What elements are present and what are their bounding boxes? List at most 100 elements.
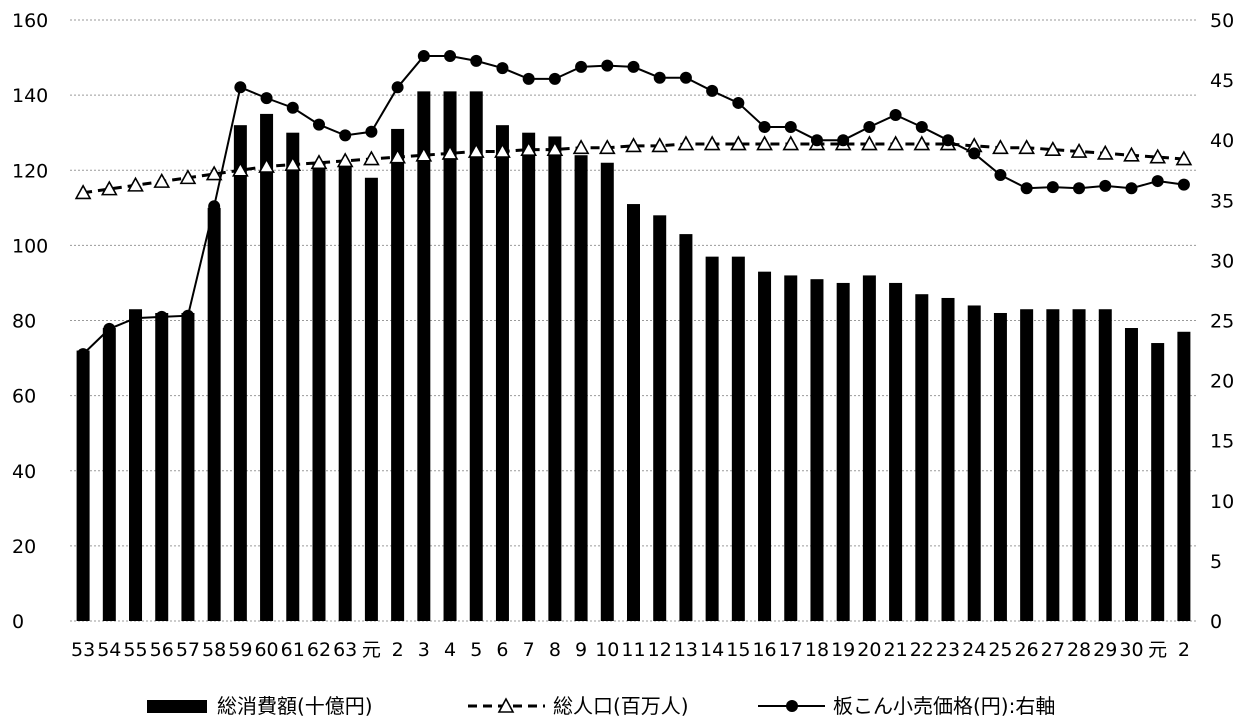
y-right-tick-label: 40 xyxy=(1210,130,1234,152)
y-right-tick-label: 50 xyxy=(1210,10,1234,32)
circle-marker xyxy=(1125,182,1138,195)
bar xyxy=(862,275,876,621)
y-left-tick-label: 120 xyxy=(12,160,48,182)
y-left-tick-label: 60 xyxy=(12,386,36,408)
x-tick-label: 26 xyxy=(1015,639,1039,661)
circle-marker xyxy=(1020,182,1033,195)
bar xyxy=(810,279,824,621)
x-tick-label: 18 xyxy=(805,639,829,661)
bar xyxy=(993,312,1007,621)
x-tick-label: 4 xyxy=(444,639,456,661)
triangle-marker xyxy=(703,135,721,151)
y-left-tick-label: 100 xyxy=(12,235,48,257)
triangle-marker xyxy=(467,142,485,158)
triangle-marker xyxy=(179,169,197,185)
x-tick-label: 58 xyxy=(202,639,226,661)
x-tick-label: 6 xyxy=(496,639,508,661)
bar xyxy=(1072,309,1086,621)
legend-marker-triangle xyxy=(497,697,515,713)
circle-marker xyxy=(417,50,430,63)
bar xyxy=(1151,343,1165,621)
bar xyxy=(600,162,614,622)
circle-marker xyxy=(155,310,168,323)
line-population xyxy=(74,135,1193,200)
x-tick-label: 15 xyxy=(726,639,750,661)
triangle-marker xyxy=(74,184,92,200)
circle-marker xyxy=(286,101,299,114)
y-left-tick-label: 160 xyxy=(12,10,48,32)
triangle-marker xyxy=(153,172,171,188)
y-right-tick-label: 15 xyxy=(1210,431,1234,453)
y-left-tick-label: 20 xyxy=(12,536,36,558)
x-tick-label: 22 xyxy=(910,639,934,661)
circle-marker xyxy=(1073,182,1086,195)
bar xyxy=(417,91,431,621)
x-tick-label: 19 xyxy=(831,639,855,661)
legend-swatch-bar xyxy=(147,700,207,713)
circle-marker xyxy=(810,134,823,147)
triangle-marker xyxy=(625,137,642,153)
circle-marker xyxy=(601,59,614,72)
triangle-marker xyxy=(1175,150,1193,166)
bar xyxy=(941,297,955,621)
y-right-tick-label: 45 xyxy=(1210,70,1234,92)
bar xyxy=(312,162,326,622)
x-tick-label: 56 xyxy=(150,639,174,661)
circle-marker xyxy=(575,60,588,73)
bar xyxy=(364,177,378,621)
bar xyxy=(522,132,536,621)
triangle-marker xyxy=(1149,148,1167,164)
circle-marker xyxy=(208,200,221,213)
bar xyxy=(679,234,693,621)
x-tick-label: 元 xyxy=(362,639,381,661)
circle-marker xyxy=(391,81,404,94)
triangle-marker xyxy=(651,137,669,153)
legend-label-population: 総人口(百万人) xyxy=(553,694,689,718)
triangle-marker xyxy=(992,139,1009,155)
bar xyxy=(915,294,929,621)
x-tick-label: 61 xyxy=(281,639,305,661)
circle-marker xyxy=(103,322,116,335)
y-right-tick-label: 30 xyxy=(1210,250,1234,272)
circle-marker xyxy=(234,81,247,94)
x-tick-label: 13 xyxy=(674,639,698,661)
legend-label-bar: 総消費額(十億円) xyxy=(217,694,373,718)
circle-marker xyxy=(339,129,352,142)
triangle-marker xyxy=(310,154,328,170)
triangle-marker xyxy=(1018,139,1035,155)
bar xyxy=(338,166,352,621)
bar xyxy=(627,204,640,621)
x-tick-label: 16 xyxy=(752,639,776,661)
x-tick-label: 10 xyxy=(595,639,619,661)
triangle-marker xyxy=(415,146,433,162)
triangle-marker xyxy=(336,152,354,168)
circle-marker xyxy=(444,50,457,63)
triangle-marker xyxy=(598,139,616,155)
circle-marker xyxy=(129,312,142,325)
bar xyxy=(758,271,772,621)
y-axis-left: 0 20 40 60 80 100 120 140 160 xyxy=(12,10,48,633)
bar xyxy=(1177,331,1191,621)
triangle-marker xyxy=(205,165,223,181)
triangle-marker xyxy=(729,135,747,151)
circle-marker xyxy=(679,71,692,84)
legend-label-price: 板こん小売価格(円):右軸 xyxy=(833,694,1055,718)
circle-marker xyxy=(470,54,483,67)
y-axis-right: 0 5 10 15 20 25 30 35 40 45 50 xyxy=(1210,10,1234,633)
x-tick-label: 7 xyxy=(523,639,535,661)
y-left-tick-label: 40 xyxy=(12,461,36,483)
circle-marker xyxy=(732,96,745,109)
triangle-marker xyxy=(861,135,878,151)
line-retail-price xyxy=(77,50,1190,361)
bar xyxy=(967,305,981,621)
bar xyxy=(574,155,588,621)
circle-marker xyxy=(365,125,378,138)
x-tick-label: 3 xyxy=(418,639,430,661)
x-tick-label: 元 xyxy=(1148,639,1167,661)
circle-marker xyxy=(1046,181,1059,194)
triangle-marker xyxy=(1123,146,1140,162)
bar xyxy=(705,256,719,621)
triangle-marker xyxy=(572,139,590,155)
bar xyxy=(260,113,274,621)
circle-marker xyxy=(653,71,666,84)
